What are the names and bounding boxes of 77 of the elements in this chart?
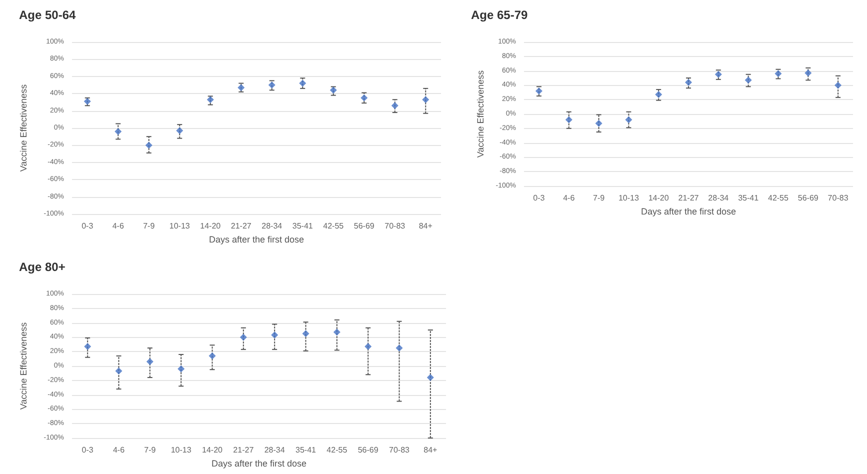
point — [146, 358, 154, 366]
x-tick-label: 35-41 — [292, 222, 314, 230]
chart-title: Age 80+ — [19, 260, 66, 274]
point — [422, 96, 430, 104]
x-tick-label: 42-55 — [326, 446, 348, 454]
x-tick-label: 7-9 — [592, 194, 606, 202]
x-tick-label: 35-41 — [296, 446, 317, 454]
chart-title: Age 65-79 — [471, 8, 528, 22]
point — [84, 343, 92, 350]
x-tick-label: 4-6 — [112, 446, 126, 454]
point — [302, 330, 310, 338]
x-tick-label: 84+ — [418, 222, 433, 230]
x-tick-label: 10-13 — [618, 194, 640, 202]
x-tick-label: 70-83 — [384, 222, 406, 230]
point — [364, 343, 372, 350]
x-tick-label: 7-9 — [143, 222, 156, 230]
x-tick-label: 35-41 — [738, 194, 760, 202]
x-tick-label: 70-83 — [828, 194, 849, 202]
x-tick-label: 56-69 — [798, 194, 819, 202]
point — [268, 82, 276, 88]
point — [391, 102, 398, 110]
x-tick-label: 70-83 — [389, 446, 410, 454]
point — [206, 96, 214, 104]
x-tick-label: 56-69 — [358, 446, 379, 454]
x-tick-label: 10-13 — [169, 222, 190, 230]
x-axis-title: Days after the first dose — [208, 234, 304, 244]
point — [176, 127, 184, 134]
x-axis-title: Days after the first dose — [640, 206, 736, 216]
x-tick-label: 28-34 — [264, 446, 286, 454]
x-tick-label: 14-20 — [200, 222, 222, 230]
x-axis-title: Days after the first dose — [211, 458, 307, 468]
x-tick-label: 28-34 — [708, 194, 730, 202]
point — [240, 334, 247, 341]
x-tick-label: 0-3 — [82, 446, 94, 454]
x-tick-label: 10-13 — [170, 446, 192, 454]
point — [535, 87, 542, 94]
x-tick-label: 0-3 — [533, 194, 546, 202]
point — [426, 374, 434, 382]
x-tick-label: 7-9 — [144, 446, 156, 454]
x-tick-label: 4-6 — [112, 222, 124, 230]
x-tick-label: 42-55 — [768, 194, 790, 202]
x-tick-label: 4-6 — [563, 194, 576, 202]
x-tick-label: 0-3 — [82, 222, 94, 230]
point — [299, 80, 306, 87]
point — [595, 120, 602, 127]
y-axis-title: Vaccine Effectiveness — [18, 322, 28, 410]
point — [714, 70, 722, 78]
point — [330, 86, 337, 94]
point — [774, 70, 782, 78]
point — [333, 328, 340, 336]
point — [360, 94, 368, 102]
point — [625, 116, 632, 124]
point — [396, 344, 403, 352]
x-tick-label: 21-27 — [233, 446, 254, 454]
point — [178, 365, 185, 372]
x-tick-label: 21-27 — [230, 222, 252, 230]
x-tick-label: 84+ — [424, 446, 438, 454]
x-tick-label: 14-20 — [648, 194, 670, 202]
point — [744, 76, 752, 84]
point — [114, 128, 122, 135]
point — [565, 116, 572, 124]
point — [145, 142, 152, 149]
x-tick-label: 56-69 — [354, 222, 375, 230]
chart-title: Age 50-64 — [19, 8, 76, 22]
point — [685, 78, 692, 86]
point — [834, 82, 842, 89]
x-tick-label: 42-55 — [323, 222, 344, 230]
point — [271, 332, 278, 339]
x-tick-label: 14-20 — [202, 446, 224, 454]
point — [115, 368, 122, 375]
point — [655, 91, 662, 98]
point — [208, 352, 216, 360]
x-tick-label: 28-34 — [262, 222, 283, 230]
x-tick-label: 21-27 — [678, 194, 700, 202]
y-axis-title: Vaccine Effectiveness — [18, 84, 28, 172]
y-axis-title: Vaccine Effectiveness — [475, 70, 486, 158]
point — [804, 69, 812, 76]
